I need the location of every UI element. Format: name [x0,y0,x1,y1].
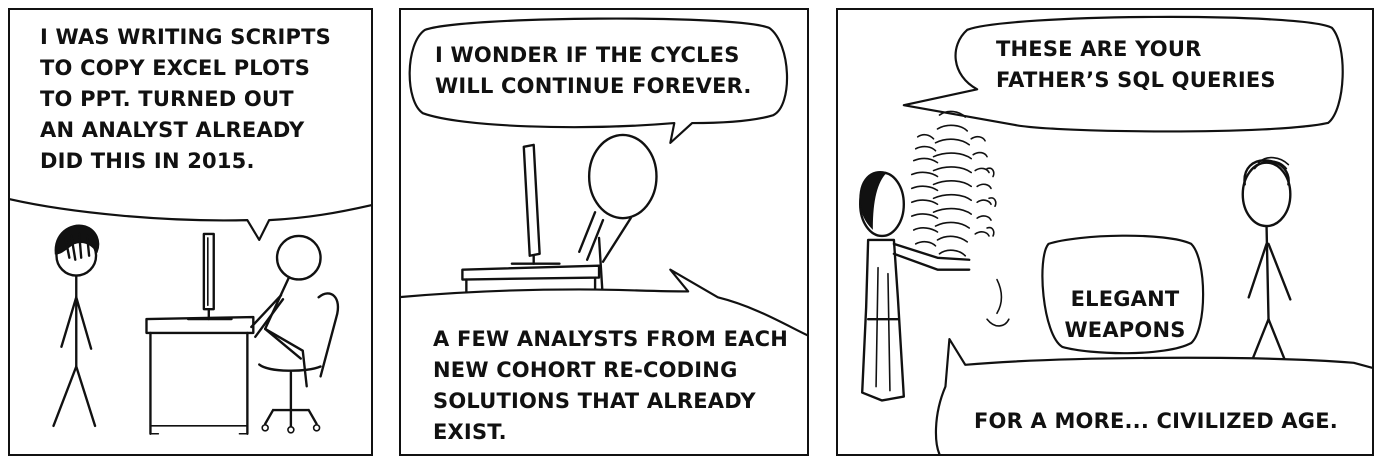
comic-panel-2: I WONDER IF THE CYCLES WILL CONTINUE FOR… [399,8,809,456]
seated-person-figure [250,234,322,388]
speech-bubble-3-top [902,15,1344,133]
desk-drawing [145,315,255,435]
comic-panel-3: THESE ARE YOUR FATHER’S SQL QUERIES ELEG… [836,8,1374,456]
panel-2-speech-text-bottom: A FEW ANALYSTS FROM EACH NEW COHORT RE-C… [433,327,788,444]
panel-2-artwork [401,17,807,454]
office-chair-drawing [258,292,339,434]
comic-panel-1: I WAS WRITING SCRIPTS TO COPY EXCEL PLOT… [8,8,373,456]
robed-figure [859,170,971,402]
panel-3-speech-text-bottom: FOR A MORE... CIVILIZED AGE. [974,409,1338,433]
speech-bubble-2-bottom [401,268,807,454]
panel-1-artwork [10,10,371,435]
sql-queries-papers [910,110,1010,327]
panel-1-speech-text: I WAS WRITING SCRIPTS TO COPY EXCEL PLOT… [40,25,332,173]
panel-3-speech-text-middle: ELEGANT WEAPONS [1064,287,1186,342]
standing-person-figure [52,224,100,428]
panel-3-speech-text-top: THESE ARE YOUR FATHER’S SQL QUERIES [996,37,1276,92]
panel-2-speech-text-top: I WONDER IF THE CYCLES WILL CONTINUE FOR… [435,43,752,98]
seated-person-figure-2 [578,133,658,303]
speech-bubble-3-middle [1041,234,1205,355]
speech-bubble-3-bottom [934,337,1372,454]
speech-bubble-1 [10,10,371,242]
computer-monitor-drawing-2 [510,143,561,265]
panel-3-artwork [859,15,1372,454]
standing-figure-right [1241,156,1292,361]
speech-bubble-2-top [408,17,789,144]
computer-monitor-drawing [186,232,233,321]
